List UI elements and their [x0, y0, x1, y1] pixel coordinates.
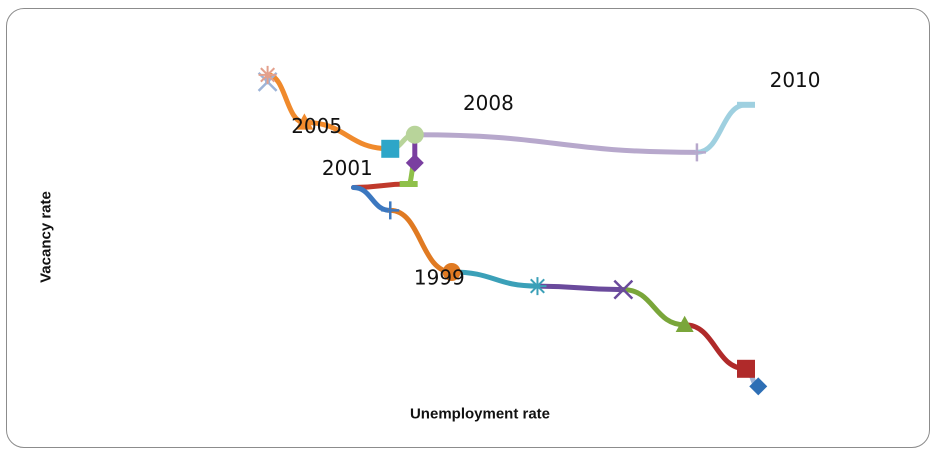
data-point-star — [258, 65, 277, 84]
data-point-triangle — [295, 113, 314, 130]
data-point-dash — [399, 181, 418, 187]
data-point-star — [528, 277, 547, 296]
data-point-diamond — [405, 153, 424, 172]
series-segment — [449, 269, 540, 289]
year-label: 1999 — [414, 265, 465, 289]
chart-frame — [6, 8, 930, 448]
year-label: 2010 — [770, 68, 821, 92]
year-label: 2005 — [291, 114, 342, 138]
data-point-x — [613, 279, 634, 300]
data-point-triangle — [675, 315, 694, 332]
year-label: 2001 — [322, 156, 373, 180]
series-segment — [620, 287, 688, 328]
series-segment — [534, 283, 626, 293]
data-point-diamond — [749, 377, 768, 396]
data-point-circle — [442, 263, 461, 281]
data-point-dash — [737, 101, 755, 108]
data-point-square — [737, 359, 755, 378]
series-segment — [301, 119, 393, 152]
series-segment — [387, 207, 455, 275]
year-label: 2008 — [463, 91, 514, 115]
x-axis-label: Unemployment rate — [409, 405, 551, 423]
data-point-square — [381, 139, 400, 158]
branch-segment — [694, 102, 749, 155]
series-segment — [350, 185, 393, 213]
series-segment — [682, 322, 749, 372]
data-point-plus — [687, 143, 706, 162]
branch-segment — [412, 132, 700, 155]
data-point-circle — [405, 125, 424, 144]
data-point-plus — [381, 201, 400, 220]
